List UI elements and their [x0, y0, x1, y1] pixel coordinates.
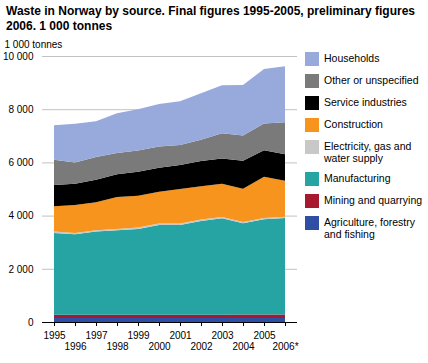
svg-text:2005: 2005 — [253, 330, 276, 341]
svg-text:0: 0 — [28, 317, 34, 328]
svg-text:2001: 2001 — [169, 330, 192, 341]
html-text:Construction: Construction — [324, 118, 383, 130]
html-text:Households: Households — [324, 52, 380, 64]
svg-text:2000: 2000 — [148, 341, 171, 352]
svg-text:2003: 2003 — [211, 330, 234, 341]
svg-text:2006*: 2006* — [272, 341, 298, 352]
svg-text:2002: 2002 — [190, 341, 213, 352]
svg-text:1 000 tonnes: 1 000 tonnes — [5, 39, 63, 50]
svg-text:1996: 1996 — [64, 341, 87, 352]
svg-text:6 000: 6 000 — [8, 157, 33, 168]
svg-text:4 000: 4 000 — [8, 210, 33, 221]
svg-text:8 000: 8 000 — [8, 104, 33, 115]
html-text:Other or unspecified: Other or unspecified — [324, 74, 419, 86]
html-text:Electricity, gas and water sup: Electricity, gas and water supply — [324, 140, 412, 164]
html-text:Mining and quarrying: Mining and quarrying — [324, 194, 423, 206]
svg-text:2004: 2004 — [232, 341, 255, 352]
html-text:Agriculture, forestry and fish: Agriculture, forestry and fishing — [324, 216, 415, 240]
svg-text:10 000: 10 000 — [3, 51, 34, 62]
svg-text:1995: 1995 — [43, 330, 66, 341]
html-text:Waste in Norway by source. Fin: Waste in Norway by source. Final figures… — [6, 4, 415, 33]
svg-text:1998: 1998 — [106, 341, 129, 352]
html-text:Service industries: Service industries — [324, 96, 407, 108]
svg-text:1997: 1997 — [85, 330, 108, 341]
svg-text:2 000: 2 000 — [8, 264, 33, 275]
html-text:Manufacturing: Manufacturing — [324, 172, 391, 184]
svg-text:1999: 1999 — [127, 330, 150, 341]
